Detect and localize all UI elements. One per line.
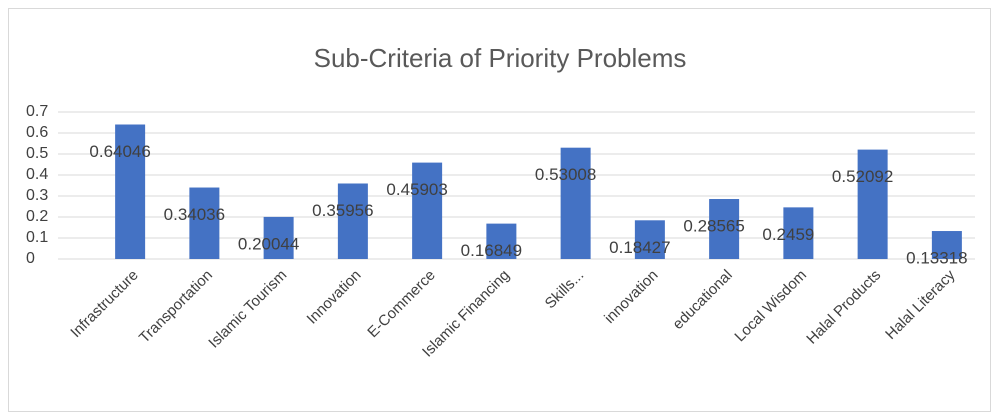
data-label: 0.16849	[461, 241, 522, 260]
bar	[560, 147, 591, 259]
bar	[486, 223, 517, 259]
bar	[337, 183, 368, 259]
data-label: 0.34036	[164, 205, 225, 224]
bar	[189, 187, 220, 259]
data-label: 0.2459	[762, 225, 814, 244]
data-label: 0.20044	[238, 234, 299, 253]
y-tick-label: 0.7	[26, 103, 48, 120]
y-tick-label: 0.5	[26, 145, 48, 162]
y-tick-label: 0.6	[26, 124, 48, 141]
bar	[709, 199, 740, 259]
chart-border	[8, 8, 991, 412]
bar	[783, 207, 814, 259]
data-label: 0.53008	[535, 165, 596, 184]
y-tick-label: 0.1	[26, 229, 48, 246]
bar	[115, 124, 146, 259]
bar	[634, 220, 665, 259]
data-label: 0.13318	[906, 249, 967, 268]
y-tick-label: 0.3	[26, 187, 48, 204]
data-label: 0.45903	[386, 180, 447, 199]
data-label: 0.18427	[609, 238, 670, 257]
bar	[263, 216, 294, 259]
data-label: 0.52092	[832, 167, 893, 186]
bar	[857, 149, 888, 259]
data-label: 0.35956	[312, 201, 373, 220]
y-tick-label: 0.2	[26, 208, 48, 225]
bar	[412, 162, 443, 259]
chart-title: Sub-Criteria of Priority Problems	[314, 43, 687, 73]
data-label: 0.28565	[683, 216, 744, 235]
bar	[931, 231, 962, 259]
y-tick-label: 0	[26, 250, 35, 267]
data-label: 0.64046	[89, 142, 150, 161]
y-tick-label: 0.4	[26, 166, 48, 183]
